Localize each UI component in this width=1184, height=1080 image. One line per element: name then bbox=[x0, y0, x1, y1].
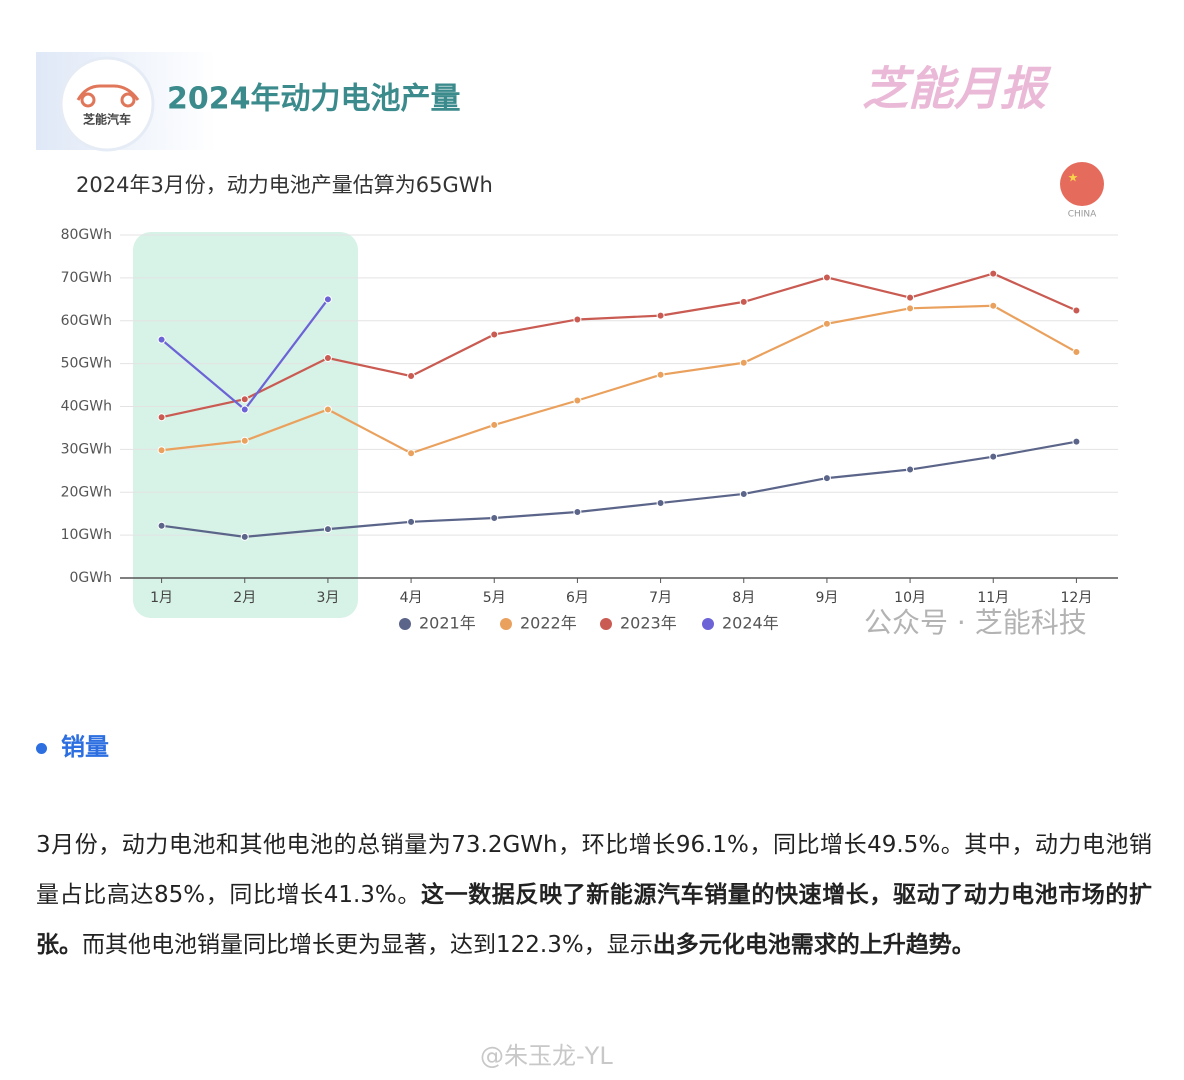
y-tick-label: 40GWh bbox=[61, 399, 112, 415]
point bbox=[157, 521, 166, 530]
legend-marker bbox=[702, 618, 714, 630]
point bbox=[1072, 437, 1081, 446]
point bbox=[240, 436, 249, 445]
point bbox=[407, 372, 416, 381]
point bbox=[1072, 348, 1081, 357]
point bbox=[739, 358, 748, 367]
logo bbox=[59, 56, 155, 152]
point bbox=[490, 513, 499, 522]
legend-label: 2024年 bbox=[722, 614, 779, 633]
header-title: 2024年动力电池产量 bbox=[167, 82, 461, 117]
highlight bbox=[133, 232, 358, 618]
x-tick-label: 5月 bbox=[483, 590, 506, 606]
logo-wheel bbox=[120, 92, 136, 108]
text: 3月份，动力电池和其他电池的总销量为73.2GWh，环比增长96.1%，同比增长… bbox=[36, 832, 1152, 908]
legend-marker bbox=[600, 618, 612, 630]
x-tick-label: 1月 bbox=[150, 590, 173, 606]
point bbox=[989, 301, 998, 310]
plot: 0GWh 10GWh 20GWh 30GWh 40GWh 50GWh 60GWh 70GWh 8… bbox=[61, 227, 1118, 639]
y-tick-label: 80GWh bbox=[61, 227, 112, 243]
section-heading: 销量 bbox=[36, 727, 109, 762]
point bbox=[656, 498, 665, 507]
x-tick-label: 12月 bbox=[1061, 590, 1093, 606]
paragraph: 3月份，动力电池和其他电池的总销量为73.2GWh，环比增长96.1%，同比增长… bbox=[36, 820, 1152, 970]
text: 而其他电池销量同比增长更为显著，达到122.3%，显示 bbox=[82, 932, 653, 958]
x-tick-label: 10月 bbox=[894, 590, 926, 606]
flag bbox=[1060, 162, 1104, 206]
y-tick-label: 10GWh bbox=[61, 527, 112, 543]
bullet bbox=[36, 742, 47, 754]
point bbox=[989, 452, 998, 461]
badge: CHINA bbox=[1068, 210, 1097, 220]
point bbox=[157, 413, 166, 422]
series-line bbox=[161, 272, 1077, 419]
series-line bbox=[161, 440, 1077, 538]
point bbox=[323, 405, 332, 414]
point bbox=[240, 405, 249, 414]
point bbox=[573, 315, 582, 324]
x-tick-label: 11月 bbox=[977, 590, 1009, 606]
x-tick-label: 9月 bbox=[815, 590, 838, 606]
x-tick-label: 3月 bbox=[316, 590, 339, 606]
point bbox=[1072, 306, 1081, 315]
point bbox=[490, 420, 499, 429]
chart: 芝能汽车 2024年动力电池产量 芝能月报 2024年3月份，动力电池产量估算为… bbox=[36, 52, 1118, 639]
point bbox=[490, 330, 499, 339]
point bbox=[822, 319, 831, 328]
chart-subtitle: 2024年3月份，动力电池产量估算为65GWh bbox=[76, 173, 493, 197]
x-tick-label: 4月 bbox=[400, 590, 423, 606]
y-tick-label: 60GWh bbox=[61, 313, 112, 329]
legend-label: 2021年 bbox=[419, 614, 476, 633]
point bbox=[822, 273, 831, 282]
watermark: 公众号 · 芝能科技 bbox=[864, 606, 1087, 639]
point bbox=[240, 395, 249, 404]
point bbox=[323, 295, 332, 304]
point bbox=[656, 370, 665, 379]
y-tick-label: 70GWh bbox=[61, 270, 112, 286]
logo-car bbox=[76, 84, 140, 101]
y-tick-label: 20GWh bbox=[61, 484, 112, 500]
footer: @朱玉龙-YL bbox=[480, 1042, 613, 1070]
flag-star: ★ bbox=[1068, 171, 1079, 185]
logo-text: 芝能汽车 bbox=[83, 112, 131, 127]
point bbox=[822, 474, 831, 483]
point bbox=[407, 449, 416, 458]
point bbox=[323, 525, 332, 534]
point bbox=[906, 293, 915, 302]
point bbox=[739, 489, 748, 498]
legend-label: 2022年 bbox=[520, 614, 577, 633]
logo-wheel bbox=[80, 92, 96, 108]
x-tick-label: 7月 bbox=[649, 590, 672, 606]
point bbox=[240, 532, 249, 541]
point bbox=[157, 446, 166, 455]
heading-text: 销量 bbox=[61, 733, 109, 761]
y-tick-label: 50GWh bbox=[61, 356, 112, 372]
legend-marker bbox=[399, 618, 411, 630]
y-tick-label: 0GWh bbox=[70, 570, 112, 586]
point bbox=[323, 354, 332, 363]
point bbox=[739, 297, 748, 306]
point bbox=[157, 335, 166, 344]
point bbox=[407, 517, 416, 526]
bold-text: 出多元化电池需求的上升趋势。 bbox=[652, 932, 975, 958]
point bbox=[906, 304, 915, 313]
x-tick-label: 2月 bbox=[233, 590, 256, 606]
legend-label: 2023年 bbox=[620, 614, 677, 633]
point bbox=[906, 465, 915, 474]
brand: 芝能月报 bbox=[862, 62, 1052, 116]
point bbox=[656, 311, 665, 320]
point bbox=[573, 396, 582, 405]
legend-marker bbox=[500, 618, 512, 630]
x-tick-label: 6月 bbox=[566, 590, 589, 606]
x-tick-label: 8月 bbox=[732, 590, 755, 606]
point bbox=[573, 507, 582, 516]
point bbox=[989, 269, 998, 278]
series-line bbox=[161, 304, 1077, 455]
bold-text: 这一数据反映了新能源汽车销量的快速增长，驱动了动力电池市场的扩张。 bbox=[36, 882, 1153, 958]
y-tick-label: 30GWh bbox=[61, 441, 112, 457]
